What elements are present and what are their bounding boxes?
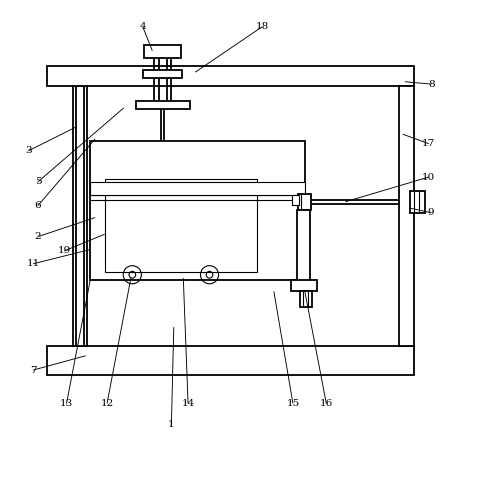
Text: 3: 3 — [25, 146, 32, 155]
Text: 12: 12 — [100, 399, 113, 408]
Text: 13: 13 — [60, 399, 73, 408]
Text: 8: 8 — [427, 80, 433, 88]
Bar — [105, 179, 257, 272]
Bar — [156, 144, 169, 152]
Bar — [90, 141, 304, 280]
Bar — [90, 182, 304, 195]
Bar — [135, 101, 189, 109]
Bar — [297, 194, 311, 210]
Bar — [143, 70, 182, 78]
Text: 19: 19 — [58, 247, 71, 255]
Bar — [48, 66, 414, 87]
Text: 16: 16 — [319, 399, 332, 408]
Text: 9: 9 — [427, 208, 433, 217]
Text: 6: 6 — [35, 201, 41, 210]
Bar — [291, 195, 299, 205]
Bar — [398, 87, 414, 346]
Text: 4: 4 — [139, 22, 146, 32]
Text: 1: 1 — [168, 420, 174, 429]
Bar — [48, 346, 414, 375]
Text: 5: 5 — [35, 177, 41, 186]
Text: 14: 14 — [181, 399, 194, 408]
Bar — [409, 191, 424, 213]
Text: 11: 11 — [26, 259, 40, 268]
Bar — [296, 210, 310, 292]
Bar — [144, 44, 181, 58]
Text: 2: 2 — [35, 232, 41, 241]
Text: 15: 15 — [286, 399, 299, 408]
Text: 18: 18 — [255, 22, 268, 32]
Bar — [72, 87, 87, 346]
Text: 17: 17 — [421, 139, 434, 148]
Text: 7: 7 — [30, 366, 36, 375]
Bar — [290, 280, 316, 292]
Bar — [300, 291, 312, 307]
Text: 10: 10 — [421, 173, 434, 182]
